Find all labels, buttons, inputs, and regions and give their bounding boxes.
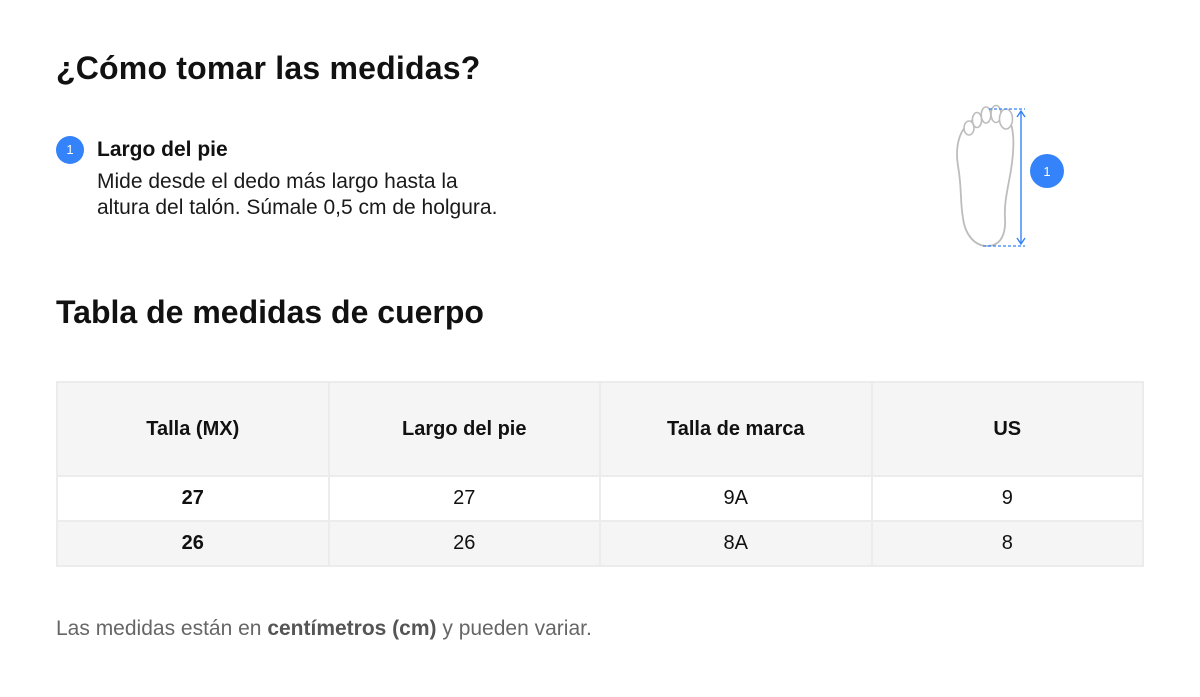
cell-talla-marca: 9A [599,475,873,522]
header-largo-pie: Largo del pie [327,381,601,477]
step-description-line-2: altura del talón. Súmale 0,5 cm de holgu… [97,196,498,219]
cell-largo-pie: 26 [327,520,601,567]
units-note: Las medidas están en centímetros (cm) y … [56,617,592,641]
header-talla-mx: Talla (MX) [56,381,330,477]
units-note-suffix: y pueden variar. [436,617,592,640]
table-row: 26 26 8A 8 [56,520,1144,567]
step-title: Largo del pie [97,138,228,161]
table-row: 27 27 9A 9 [56,475,1144,522]
size-table-title: Tabla de medidas de cuerpo [56,294,484,330]
foot-length-icon: 1 [945,100,1075,255]
units-note-emphasis: centímetros (cm) [267,617,437,640]
cell-talla-marca: 8A [599,520,873,567]
table-header-row: Talla (MX) Largo del pie Talla de marca … [56,381,1144,477]
size-table: Talla (MX) Largo del pie Talla de marca … [56,381,1144,567]
step-description-line-1: Mide desde el dedo más largo hasta la [97,170,458,193]
illustration-marker: 1 [1043,164,1050,179]
units-note-prefix: Las medidas están en [56,617,268,640]
cell-talla-mx: 27 [56,475,330,522]
header-talla-marca: Talla de marca [599,381,873,477]
how-to-measure-title: ¿Cómo tomar las medidas? [56,50,481,86]
header-us: US [870,381,1144,477]
cell-us: 8 [870,520,1144,567]
cell-talla-mx: 26 [56,520,330,567]
step-number-badge: 1 [56,136,84,164]
cell-us: 9 [870,475,1144,522]
step-description: Mide desde el dedo más largo hasta la al… [97,169,577,221]
cell-largo-pie: 27 [327,475,601,522]
